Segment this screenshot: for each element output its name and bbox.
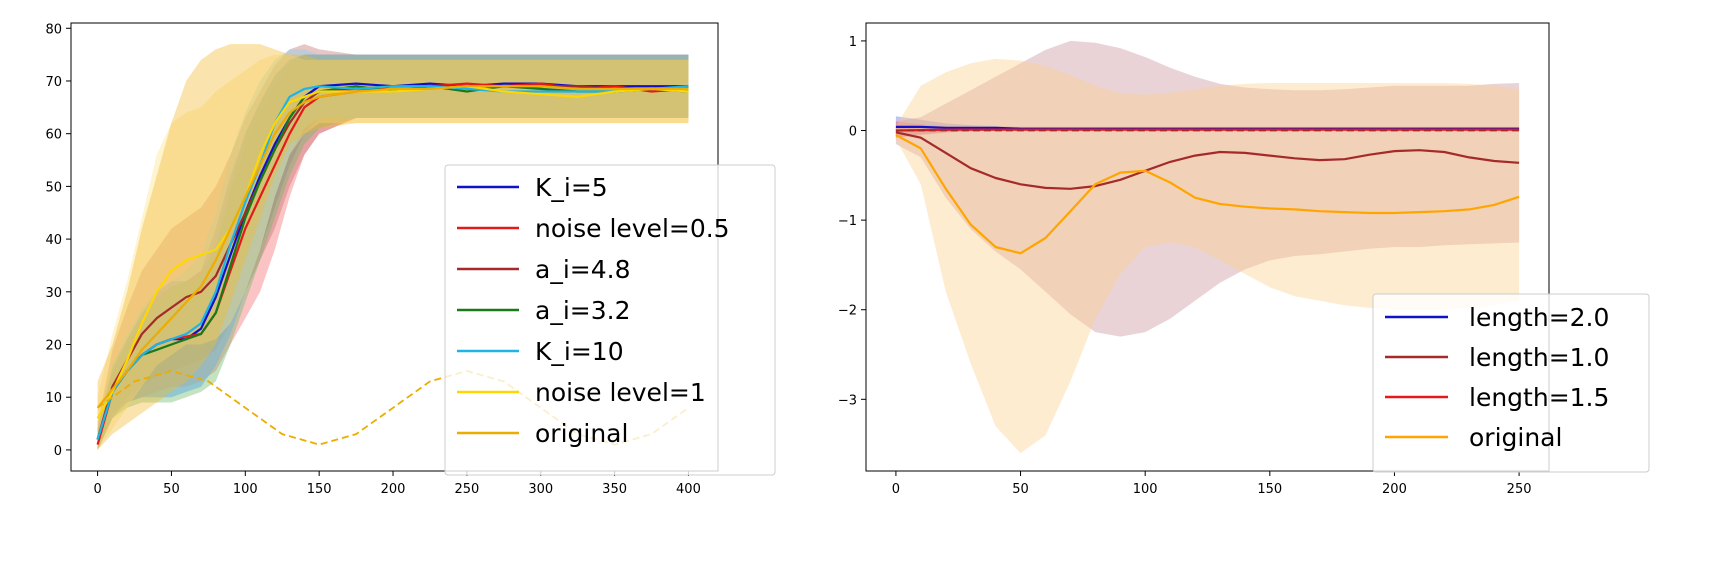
y-tick-label: 80 [45,22,62,37]
line-noise-level-1 [96,85,689,419]
y-tick-label: 0 [54,444,62,459]
chart-2: 0 50 100 150 200 25010−1−2−3length=2.0length=… [838,22,1650,497]
band-length-2-0 [895,116,1520,138]
x-tick-label: 150 [1257,482,1282,497]
legend-label: a_i=3.2 [535,296,630,325]
x-tick-label: 200 [381,482,406,497]
y-tick-label: −1 [838,214,857,229]
legend-label: length=1.0 [1469,343,1609,372]
x-tick-label: 100 [1133,482,1158,497]
chart-1: 0 50 100 150 200 250 300 350 400 0 10 20 30 40 50 60 70 8… [45,22,776,497]
legend-frame [444,164,776,476]
line-k-i-10 [96,85,689,440]
band-original [895,58,1520,454]
x-tick-label: 50 [163,482,180,497]
line-original [96,85,689,409]
axes-frame [865,22,1550,472]
x-tick-label: 0 [892,482,900,497]
x-tick-label: 150 [307,482,332,497]
x-tick-label: 300 [528,482,553,497]
band-a-i-4-8 [97,44,689,450]
y-tick-label: −3 [838,393,857,408]
y-tick-label: 70 [45,75,62,90]
x-tick-label: 350 [602,482,627,497]
legend-label: original [1469,423,1562,452]
y-tick-label: 20 [45,339,62,354]
y-tick-label: 30 [45,286,62,301]
x-tick-label: 250 [454,482,479,497]
band-k-i-10 [97,49,689,450]
y-tick-label: 50 [45,180,62,195]
x-tick-label: 200 [1382,482,1407,497]
legend-label: noise level=0.5 [535,214,730,243]
y-tick-label: 1 [849,35,857,50]
y-tick-label: 0 [849,125,857,140]
legend-label: K_i=5 [535,173,608,202]
legend-label: length=1.5 [1469,383,1609,412]
line-original [895,134,1520,255]
plot-area [96,44,690,450]
y-tick-label: 60 [45,128,62,143]
band-k-i-5 [97,54,689,450]
line-a-i-3-2 [96,85,689,440]
legend: length=2.0 length=1.0 length=1.5 original [1372,293,1650,473]
band-a-i-3-2 [97,54,689,450]
y-tick-label: −2 [838,304,857,319]
legend-label: noise level=1 [535,378,706,407]
legend-label: K_i=10 [535,337,624,366]
legend-label: a_i=4.8 [535,255,630,284]
band-original [97,44,689,450]
x-tick-label: 100 [233,482,258,497]
band-length-1-0 [895,40,1520,337]
band-noise-level-1 [97,54,689,450]
line-dashed-series-7 [97,369,690,446]
legend-frame [1372,293,1650,473]
x-tick-label: 50 [1012,482,1029,497]
plot-area [895,40,1520,454]
y-tick-label: 40 [45,233,62,248]
x-tick-label: 250 [1507,482,1532,497]
x-tick-label: 400 [676,482,701,497]
legend-label: length=2.0 [1469,303,1609,332]
band-noise-level-0-5 [97,54,689,450]
y-tick-label: 10 [45,391,62,406]
legend-label: original [535,419,628,448]
x-tick-label: 0 [93,482,101,497]
line-length-1-0 [895,131,1520,190]
